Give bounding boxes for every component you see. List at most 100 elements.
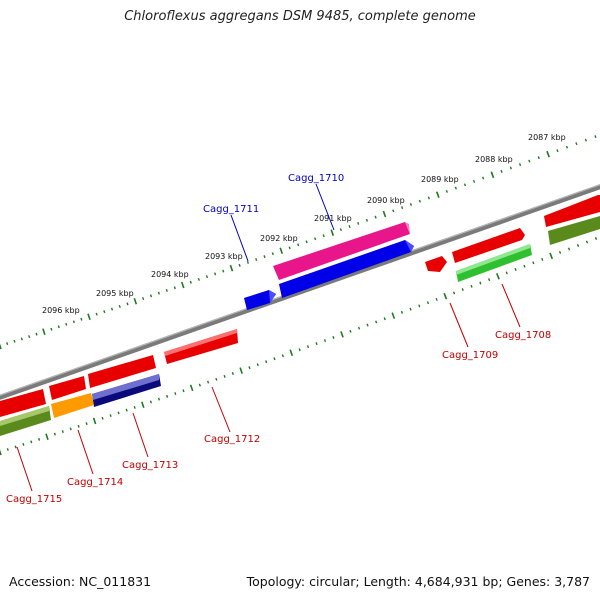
outer-tick [556, 149, 559, 153]
outer-tick [305, 240, 308, 244]
kbp-label: 2087 kbp [528, 133, 566, 142]
inner-tick [174, 392, 177, 396]
inner-tick [149, 400, 152, 404]
outer-tick [149, 294, 153, 298]
inner-tick [231, 372, 234, 375]
outer-tick [28, 335, 31, 339]
outer-tick [374, 215, 377, 219]
inner-tick [391, 312, 396, 319]
inner-tick [366, 323, 369, 327]
outer-tick [165, 288, 168, 292]
outer-tick [463, 183, 467, 187]
outer-tick [13, 339, 16, 343]
gene-feature-cagg-1715-red [0, 389, 46, 417]
kbp-label: 2096 kbp [42, 306, 80, 315]
inner-tick [487, 278, 491, 282]
outer-tick [157, 291, 160, 295]
inner-tick [558, 250, 562, 254]
gene-label-cagg-1714: Cagg_1714 [67, 477, 123, 488]
outer-tick [95, 312, 98, 316]
inner-tick [479, 281, 482, 285]
gene-shade [405, 240, 414, 252]
gene-feature-cagg-1713-red [88, 355, 156, 388]
gene-feature-small-red [425, 256, 447, 272]
inner-tick [306, 345, 310, 349]
leader-line [77, 429, 94, 475]
inner-tick [0, 449, 2, 456]
inner-tick [166, 394, 169, 398]
gene-feature-right-edge-olive [548, 216, 600, 245]
outer-tick [401, 206, 404, 210]
inner-tick [409, 307, 412, 311]
outer-tick [509, 166, 512, 170]
outer-tick [528, 159, 531, 163]
leader-line [230, 214, 249, 262]
inner-tick [53, 432, 56, 436]
inner-tick [426, 301, 430, 305]
outer-tick [255, 258, 258, 262]
outer-tick [490, 171, 495, 179]
inner-tick [349, 329, 352, 333]
gene-labels: Cagg_1710 Cagg_1711 Cagg_1708 Cagg_1709 … [6, 173, 551, 505]
genome-summary: Topology: circular; Length: 4,684,931 bp… [246, 574, 590, 589]
outer-tick [288, 246, 291, 250]
outer-tick [238, 263, 241, 267]
outer-tick [365, 218, 369, 222]
outer-tick [482, 176, 485, 180]
outer-tick [35, 332, 38, 336]
gene-label-cagg-1715: Cagg_1715 [6, 494, 62, 505]
inner-tick [182, 389, 185, 393]
outer-tick [427, 196, 430, 200]
inner-tick [189, 384, 194, 392]
inner-tick-ring [0, 237, 598, 456]
inner-tick [256, 363, 259, 367]
inner-tick [273, 357, 276, 361]
inner-tick [45, 433, 49, 441]
outer-tick [0, 343, 2, 350]
gene-feature-cagg-1710b [279, 240, 414, 298]
outer-tick [409, 202, 413, 206]
outer-tick [271, 252, 274, 256]
outer-tick [537, 156, 540, 160]
outer-tick [445, 189, 448, 193]
inner-tick [6, 448, 9, 451]
inner-tick [400, 310, 404, 314]
inner-tick [418, 304, 421, 308]
inner-tick [85, 422, 88, 426]
outer-tick [518, 163, 522, 167]
inner-tick [77, 424, 80, 428]
kbp-label: 2092 kbp [260, 234, 298, 243]
inner-tick [298, 348, 301, 352]
outer-tick [189, 280, 192, 284]
gene-shade [0, 406, 49, 426]
outer-tick [20, 337, 23, 341]
kbp-label: 2088 kbp [475, 155, 513, 164]
outer-tick [500, 169, 503, 173]
gene-label-cagg-1711: Cagg_1711 [203, 204, 259, 215]
outer-tick [72, 320, 75, 324]
outer-tick [297, 243, 300, 247]
inner-tick [109, 414, 112, 418]
accession-text: Accession: NC_011831 [9, 574, 152, 589]
map-title: Chloroflexus aggregans DSM 9485, complet… [124, 9, 476, 24]
gene-label-cagg-1713: Cagg_1713 [122, 460, 178, 471]
outer-tick [575, 142, 578, 146]
kbp-label: 2091 kbp [314, 214, 352, 223]
inner-tick [461, 288, 464, 292]
kbp-labels: 2087 kbp 2088 kbp 2089 kbp 2090 kbp 2091… [42, 133, 566, 315]
outer-tick [80, 317, 83, 321]
gene-shade [456, 244, 530, 275]
inner-tick [496, 273, 500, 280]
outer-tick [205, 275, 209, 279]
genome-backbone [0, 184, 600, 400]
inner-tick [523, 264, 526, 268]
outer-tick [110, 307, 114, 311]
inner-tick [14, 445, 17, 449]
inner-tick [125, 408, 128, 412]
gene-feature-cagg-1714 [51, 393, 94, 418]
inner-tick [452, 291, 456, 295]
gene-feature-right-edge [544, 195, 600, 227]
inner-tick [567, 247, 571, 251]
outer-tick [546, 150, 550, 158]
